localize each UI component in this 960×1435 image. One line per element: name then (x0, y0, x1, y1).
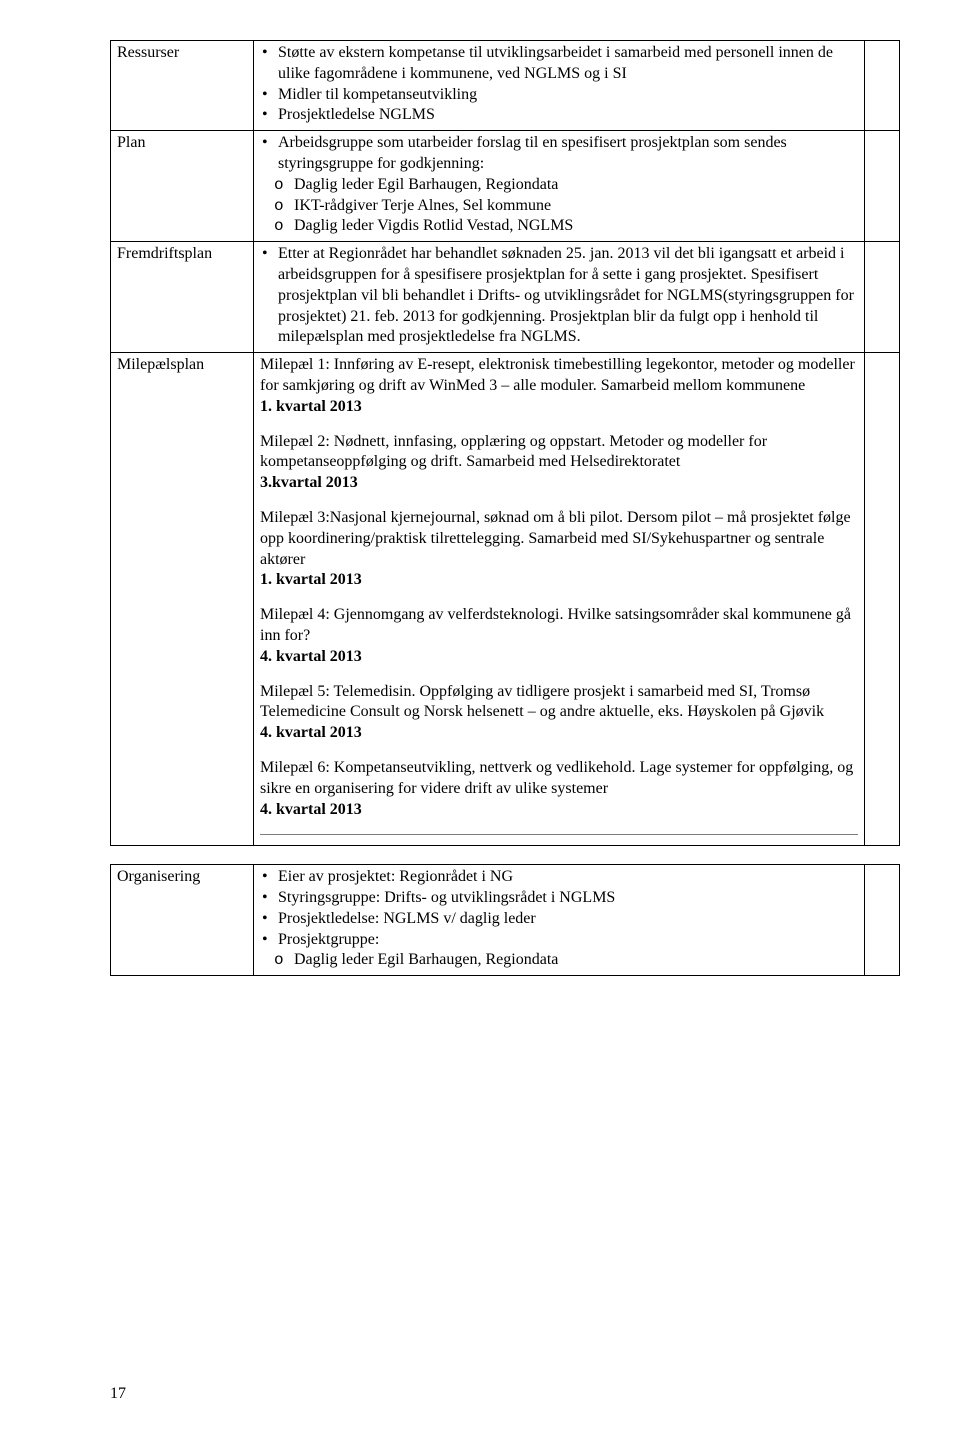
milestone-quarter: 1. kvartal 2013 (260, 398, 362, 415)
bullet-item: Etter at Regionrådet har behandlet søkna… (278, 244, 858, 348)
sub-item: Daglig leder Egil Barhaugen, Regiondata (294, 950, 858, 971)
bullet-item: Midler til kompetanseutvikling (278, 85, 858, 106)
row-label: Fremdriftsplan (111, 242, 254, 353)
row-empty (865, 41, 900, 131)
page-number: 17 (110, 1384, 126, 1405)
bullet-item: Støtte av ekstern kompetanse til utvikli… (278, 43, 858, 85)
sub-item: Daglig leder Vigdis Rotlid Vestad, NGLMS (294, 216, 858, 237)
row-content: Eier av prosjektet: Regionrådet i NG Sty… (254, 865, 865, 976)
milestone: Milepæl 5: Telemedisin. Oppfølging av ti… (260, 682, 858, 744)
milestone: Milepæl 1: Innføring av E-resept, elektr… (260, 355, 858, 417)
table-row: Fremdriftsplan Etter at Regionrådet har … (111, 242, 900, 353)
document-table-2: Organisering Eier av prosjektet: Regionr… (110, 864, 900, 976)
row-label: Milepælsplan (111, 353, 254, 846)
row-content: Arbeidsgruppe som utarbeider forslag til… (254, 131, 865, 242)
milestone-text: Milepæl 5: Telemedisin. Oppfølging av ti… (260, 683, 824, 721)
milestone-text: Milepæl 6: Kompetanseutvikling, nettverk… (260, 759, 853, 797)
row-empty (865, 353, 900, 846)
document-table-1: Ressurser Støtte av ekstern kompetanse t… (110, 40, 900, 846)
milestone-quarter: 4. kvartal 2013 (260, 724, 362, 741)
table-row: Ressurser Støtte av ekstern kompetanse t… (111, 41, 900, 131)
bullet-item: Prosjektgruppe: (278, 930, 858, 951)
row-content: Etter at Regionrådet har behandlet søkna… (254, 242, 865, 353)
row-empty (865, 865, 900, 976)
milestone-text: Milepæl 3:Nasjonal kjernejournal, søknad… (260, 509, 851, 568)
row-empty (865, 242, 900, 353)
row-label: Ressurser (111, 41, 254, 131)
bullet-item: Prosjektledelse NGLMS (278, 105, 858, 126)
table-row: Milepælsplan Milepæl 1: Innføring av E-r… (111, 353, 900, 846)
milestone-quarter: 3.kvartal 2013 (260, 474, 358, 491)
milestone-text: Milepæl 4: Gjennomgang av velferdsteknol… (260, 606, 851, 644)
bullet-item: Prosjektledelse: NGLMS v/ daglig leder (278, 909, 858, 930)
milestone-quarter: 1. kvartal 2013 (260, 571, 362, 588)
row-label: Organisering (111, 865, 254, 976)
row-label: Plan (111, 131, 254, 242)
row-content: Milepæl 1: Innføring av E-resept, elektr… (254, 353, 865, 846)
divider (260, 834, 858, 835)
milestone-text: Milepæl 2: Nødnett, innfasing, opplæring… (260, 433, 767, 471)
milestone: Milepæl 4: Gjennomgang av velferdsteknol… (260, 605, 858, 667)
sub-item: IKT-rådgiver Terje Alnes, Sel kommune (294, 196, 858, 217)
table-row: Organisering Eier av prosjektet: Regionr… (111, 865, 900, 976)
bullet-item: Styringsgruppe: Drifts- og utviklingsråd… (278, 888, 858, 909)
table-row: Plan Arbeidsgruppe som utarbeider forsla… (111, 131, 900, 242)
milestone-text: Milepæl 1: Innføring av E-resept, elektr… (260, 356, 855, 394)
sub-item: Daglig leder Egil Barhaugen, Regiondata (294, 175, 858, 196)
milestone-quarter: 4. kvartal 2013 (260, 648, 362, 665)
milestone: Milepæl 6: Kompetanseutvikling, nettverk… (260, 758, 858, 820)
row-content: Støtte av ekstern kompetanse til utvikli… (254, 41, 865, 131)
bullet-item: Arbeidsgruppe som utarbeider forslag til… (278, 133, 858, 175)
bullet-item: Eier av prosjektet: Regionrådet i NG (278, 867, 858, 888)
row-empty (865, 131, 900, 242)
milestone: Milepæl 2: Nødnett, innfasing, opplæring… (260, 432, 858, 494)
milestone: Milepæl 3:Nasjonal kjernejournal, søknad… (260, 508, 858, 591)
milestone-quarter: 4. kvartal 2013 (260, 801, 362, 818)
